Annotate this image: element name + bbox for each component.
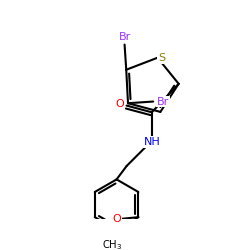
Text: Br: Br	[118, 32, 131, 42]
Text: O: O	[112, 214, 121, 224]
Text: Br: Br	[156, 96, 169, 106]
Text: S: S	[158, 53, 165, 63]
Text: NH: NH	[144, 137, 160, 147]
Text: O: O	[115, 99, 124, 109]
Text: CH$_3$: CH$_3$	[102, 238, 123, 250]
